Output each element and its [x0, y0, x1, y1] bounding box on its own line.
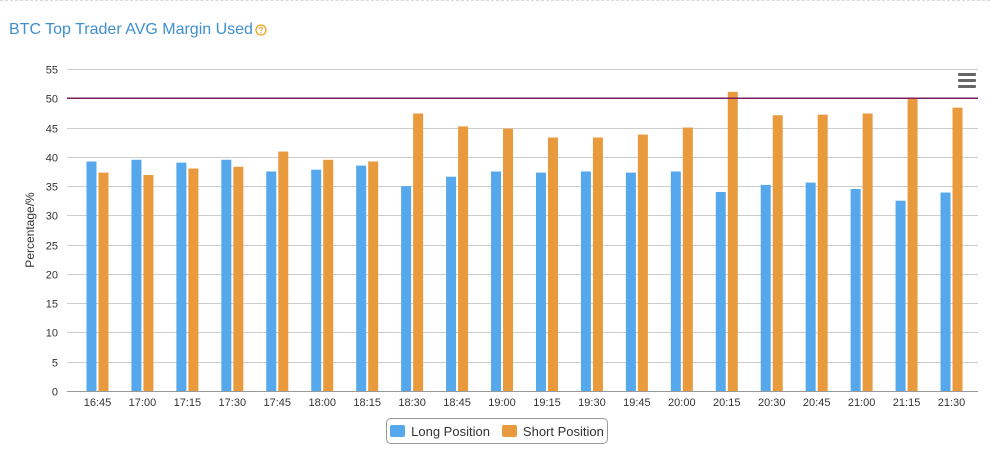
bar-short-position[interactable] — [817, 114, 828, 391]
bar-short-position[interactable] — [323, 159, 334, 391]
bar-short-position[interactable] — [952, 107, 963, 391]
x-tick-label: 21:30 — [938, 397, 966, 409]
bar-long-position[interactable] — [535, 172, 546, 391]
y-tick-label: 25 — [46, 241, 58, 253]
bar-long-position[interactable] — [401, 186, 412, 391]
bar-short-position[interactable] — [98, 172, 109, 391]
bar-long-position[interactable] — [850, 189, 861, 391]
bar-long-position[interactable] — [760, 184, 771, 391]
legend: Long Position Short Position — [386, 418, 608, 444]
y-tick-labels: 0 5 10 15 20 25 30 35 40 45 50 55 — [46, 65, 58, 399]
bar-long-position[interactable] — [895, 200, 906, 391]
legend-swatch-short — [501, 425, 517, 437]
bar-long-position[interactable] — [625, 172, 636, 391]
bar-short-position[interactable] — [592, 137, 603, 391]
x-tick-label: 17:45 — [264, 397, 292, 409]
bar-short-position[interactable] — [862, 113, 873, 392]
legend-item-long[interactable]: Long Position — [390, 424, 490, 439]
title-row: BTC Top Trader AVG Margin Used ? — [9, 21, 267, 39]
x-tick-label: 18:45 — [443, 397, 471, 409]
legend-swatch-long — [390, 425, 406, 437]
x-tick-label: 20:45 — [803, 397, 831, 409]
y-tick-label: 35 — [46, 182, 58, 194]
y-tick-label: 40 — [46, 153, 58, 165]
x-tick-label: 16:45 — [84, 397, 112, 409]
bar-short-position[interactable] — [368, 161, 379, 391]
x-tick-label: 20:00 — [668, 397, 696, 409]
y-tick-label: 15 — [46, 299, 58, 311]
svg-text:?: ? — [259, 26, 264, 35]
y-tick-label: 20 — [46, 270, 58, 282]
bar-short-position[interactable] — [637, 134, 648, 391]
x-tick-label: 20:30 — [758, 397, 786, 409]
bar-short-position[interactable] — [233, 166, 244, 391]
x-tick-label: 19:15 — [533, 397, 561, 409]
y-axis-label: Percentage/% — [23, 192, 37, 268]
short-position-bars — [98, 91, 963, 392]
bar-long-position[interactable] — [715, 191, 726, 391]
x-tick-label: 18:15 — [353, 397, 381, 409]
hamburger-menu-icon[interactable] — [958, 73, 976, 89]
bar-long-position[interactable] — [491, 171, 502, 391]
legend-label-long: Long Position — [411, 423, 490, 439]
bar-long-position[interactable] — [176, 162, 187, 391]
bar-long-position[interactable] — [446, 176, 457, 391]
legend-label-short: Short Position — [522, 423, 604, 439]
y-tick-label: 30 — [46, 211, 58, 223]
top-border — [0, 0, 990, 1]
bar-long-position[interactable] — [580, 171, 591, 391]
legend-item-short[interactable]: Short Position — [501, 423, 604, 439]
x-tick-label: 19:30 — [578, 397, 606, 409]
x-tick-label: 18:30 — [398, 397, 426, 409]
y-tick-label: 45 — [46, 124, 58, 136]
x-tick-label: 17:00 — [129, 397, 157, 409]
y-tick-label: 55 — [46, 65, 58, 77]
bar-short-position[interactable] — [727, 91, 738, 391]
bar-long-position[interactable] — [86, 161, 97, 391]
x-tick-labels: 16:45 17:00 17:15 17:30 17:45 18:00 18:15 18:30… — [84, 397, 966, 409]
bar-short-position[interactable] — [503, 128, 514, 391]
bar-long-position[interactable] — [805, 182, 816, 391]
y-tick-label: 5 — [52, 358, 58, 370]
bar-short-position[interactable] — [682, 127, 693, 391]
grid-lines — [67, 69, 978, 392]
question-circle-icon[interactable]: ? — [255, 24, 267, 36]
x-tick-label: 21:15 — [893, 397, 921, 409]
bar-short-position[interactable] — [458, 126, 469, 391]
x-tick-label: 19:45 — [623, 397, 651, 409]
bar-short-position[interactable] — [772, 115, 783, 391]
bar-short-position[interactable] — [143, 174, 154, 391]
bar-short-position[interactable] — [413, 113, 424, 392]
long-position-bars — [86, 159, 951, 391]
bar-long-position[interactable] — [670, 171, 681, 391]
x-tick-label: 21:00 — [848, 397, 876, 409]
bar-short-position[interactable] — [188, 168, 199, 391]
bar-long-position[interactable] — [266, 171, 277, 391]
x-tick-label: 18:00 — [308, 397, 336, 409]
x-tick-label: 19:00 — [488, 397, 516, 409]
y-tick-label: 10 — [46, 328, 58, 340]
bar-long-position[interactable] — [356, 165, 367, 391]
x-tick-label: 17:15 — [174, 397, 202, 409]
y-tick-label: 50 — [46, 94, 58, 106]
bar-short-position[interactable] — [907, 98, 918, 391]
x-tick-label: 17:30 — [219, 397, 247, 409]
y-tick-label: 0 — [52, 387, 58, 399]
bar-short-position[interactable] — [278, 151, 289, 391]
x-tick-label: 20:15 — [713, 397, 741, 409]
bar-short-position[interactable] — [547, 137, 558, 391]
bar-long-position[interactable] — [311, 169, 322, 391]
bar-long-position[interactable] — [940, 192, 951, 391]
bar-long-position[interactable] — [221, 159, 232, 391]
bar-long-position[interactable] — [131, 159, 142, 391]
chart-title: BTC Top Trader AVG Margin Used — [9, 21, 253, 38]
